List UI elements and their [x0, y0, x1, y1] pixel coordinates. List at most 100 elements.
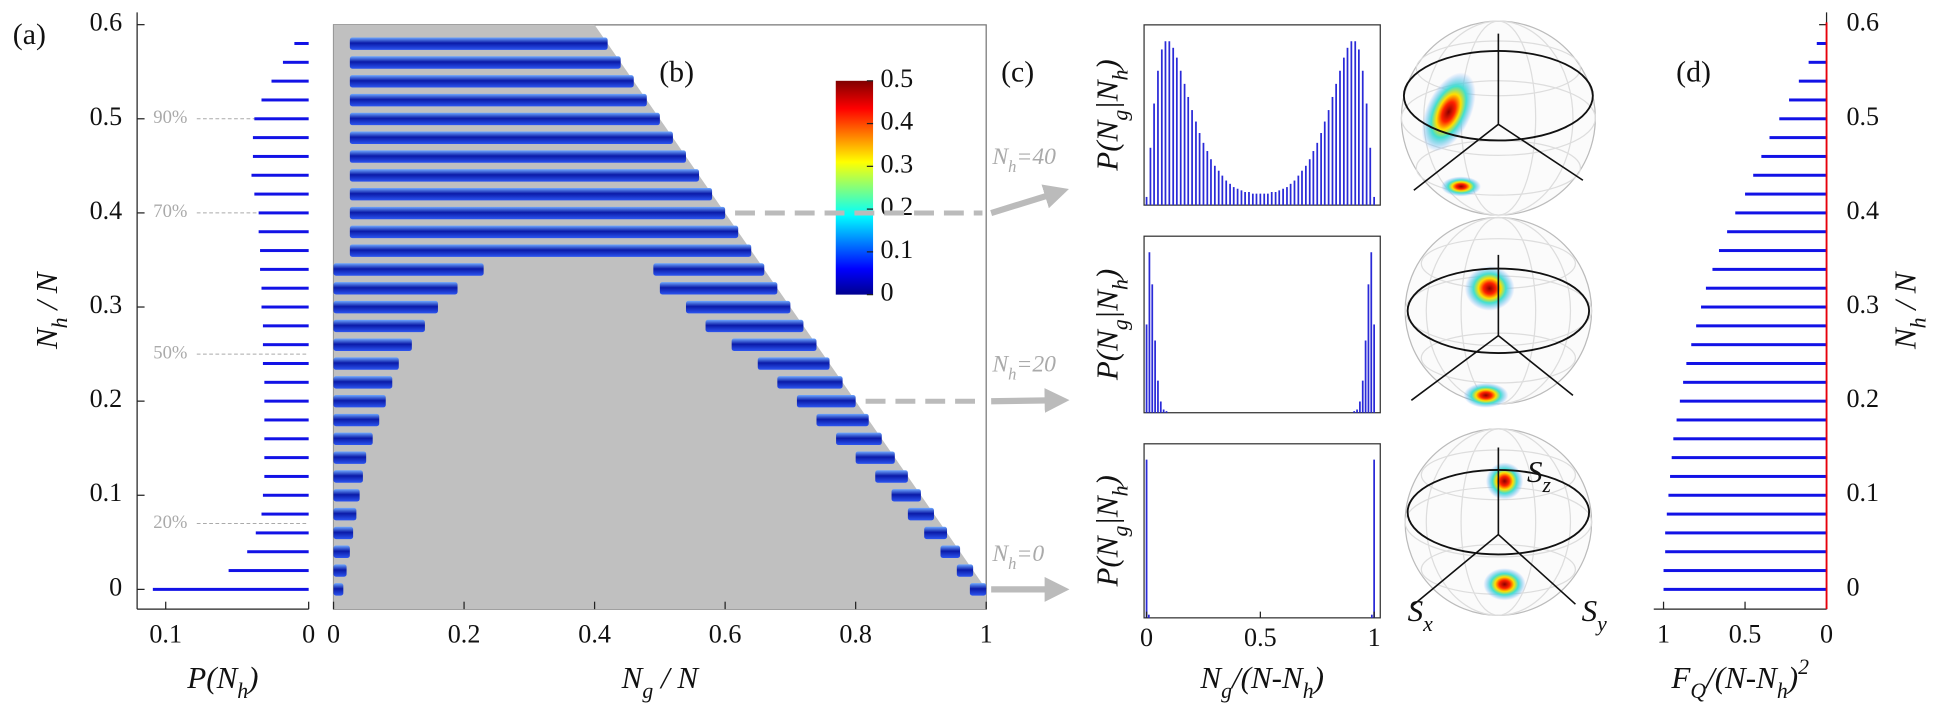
y-tick-label: 0.3	[1846, 290, 1879, 319]
sphere	[1400, 20, 1596, 216]
label-part: N	[991, 541, 1009, 567]
subscript: g	[1108, 319, 1132, 330]
bar	[1686, 362, 1827, 365]
heat-strip	[349, 56, 621, 69]
subscript: g	[1108, 525, 1132, 536]
heat-strip	[333, 282, 458, 295]
label-part: P(N	[186, 660, 239, 695]
bar	[1202, 142, 1205, 206]
bar	[1206, 151, 1209, 206]
y-tick-label: 0.5	[1846, 102, 1879, 131]
plot-area	[1143, 443, 1381, 619]
bar	[1367, 284, 1370, 413]
heat-strip	[777, 376, 843, 389]
colorbar-tick-label: 0.3	[881, 149, 914, 178]
heat-strip	[333, 338, 412, 351]
bar	[1159, 401, 1162, 413]
bar	[1179, 70, 1182, 206]
bar	[1270, 192, 1273, 206]
heat-strip	[796, 394, 856, 408]
bar	[1789, 98, 1827, 102]
bar	[1266, 193, 1269, 206]
colorbar	[835, 80, 874, 295]
bar	[1665, 531, 1827, 535]
bar	[1147, 614, 1150, 618]
bar	[1244, 192, 1246, 206]
arrow	[990, 184, 1069, 217]
y-tick-label: 0.1	[1846, 478, 1879, 507]
y-tick-label: 0.6	[1846, 8, 1879, 37]
bar	[1665, 550, 1827, 554]
x-tick-label: 1	[1368, 623, 1381, 652]
subscript: h	[237, 679, 248, 703]
x-axis-label: Ng/(N-Nh)	[1199, 660, 1324, 703]
subscript: h	[1108, 279, 1132, 290]
subscript: g	[1221, 679, 1232, 703]
annotation-label: 70%	[153, 201, 187, 222]
bar	[261, 512, 309, 516]
bar	[1331, 96, 1334, 206]
heat-strip	[924, 526, 948, 540]
label-part: S	[1408, 593, 1424, 628]
label-part: /(N-N	[1704, 660, 1779, 695]
bar	[1274, 192, 1277, 206]
y-axis-label: P(Ng|Nh)	[1090, 269, 1133, 381]
colorbar-tick-label: 0.2	[881, 192, 914, 221]
subscript: h	[1108, 485, 1132, 496]
bar	[1373, 324, 1375, 413]
heat-strip	[333, 526, 354, 540]
bar	[1356, 409, 1358, 413]
bar	[1172, 47, 1175, 206]
heat-strip	[956, 564, 974, 577]
bar	[1316, 142, 1319, 206]
label-part: P(N	[1090, 118, 1125, 171]
sphere	[1404, 216, 1593, 408]
x-tick-label: 0.5	[1729, 619, 1762, 648]
subscript: h	[1008, 554, 1016, 573]
bar	[258, 211, 309, 215]
label-part: F	[1670, 660, 1691, 695]
bar	[1149, 147, 1152, 206]
bar	[1165, 411, 1168, 413]
heat-strip	[940, 545, 961, 558]
bar	[1145, 324, 1148, 413]
y-tick-label: 0.6	[90, 8, 123, 37]
bar	[1198, 133, 1201, 206]
bar	[1373, 459, 1375, 618]
bar	[1248, 192, 1250, 206]
bar	[1691, 343, 1827, 347]
bar	[1673, 437, 1827, 441]
bar	[1364, 340, 1367, 413]
y-tick-label: 0.1	[90, 478, 123, 507]
bar	[1301, 170, 1303, 206]
bar	[1232, 187, 1235, 206]
heat-strip	[349, 37, 608, 50]
bar	[1705, 286, 1827, 290]
heat-strip	[333, 357, 399, 370]
panel-label: (d)	[1676, 55, 1711, 88]
bar	[1229, 183, 1231, 206]
bar	[1779, 117, 1827, 121]
label-part: )	[1786, 660, 1798, 695]
bar	[1369, 147, 1372, 206]
bar	[262, 493, 309, 497]
heat-strip	[333, 489, 360, 502]
label-part: |N	[1090, 288, 1125, 320]
bar	[1798, 79, 1827, 83]
heat-strip	[816, 413, 869, 427]
bar	[1373, 196, 1375, 206]
heat-strip	[731, 338, 817, 351]
bar	[1354, 41, 1357, 206]
bar	[1282, 188, 1284, 206]
bar	[1679, 399, 1827, 403]
bar	[1312, 151, 1315, 206]
y-axis-label: Nh / N	[29, 270, 72, 350]
label-part: S	[1527, 454, 1543, 489]
label-part: )	[1090, 269, 1125, 281]
bar	[1304, 165, 1307, 206]
y-tick-label: 0.4	[1846, 196, 1879, 225]
sphere	[1404, 428, 1593, 616]
bar	[264, 418, 309, 422]
bar	[1365, 103, 1368, 206]
panel-label: (a)	[13, 18, 46, 51]
